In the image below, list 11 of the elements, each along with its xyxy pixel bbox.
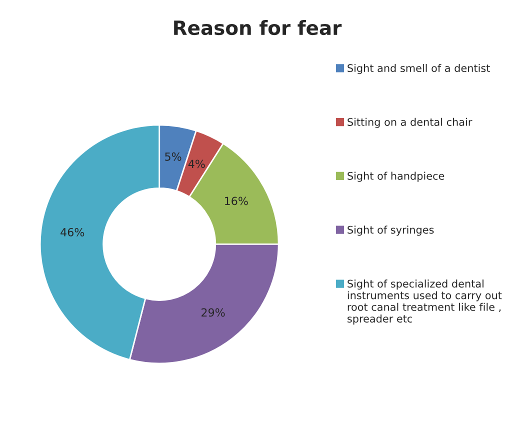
data-label: 4%	[188, 160, 205, 168]
data-label: 46%	[60, 228, 84, 236]
legend-label: Sight of handpiece	[348, 172, 444, 182]
legend-label: Sight of syringes	[348, 226, 434, 236]
chart-title: Reason for fear	[174, 20, 342, 36]
data-label: 5%	[165, 152, 182, 161]
legend-label: Sight of specialized dental instruments used to carry out root canal treatment like file , spreader etc	[348, 280, 502, 325]
legend-label: Sitting on a dental chair	[348, 118, 472, 128]
data-label: 29%	[202, 308, 225, 317]
legend-label: Sight and smell of a dentist	[348, 64, 490, 74]
data-label: 16%	[225, 196, 248, 206]
